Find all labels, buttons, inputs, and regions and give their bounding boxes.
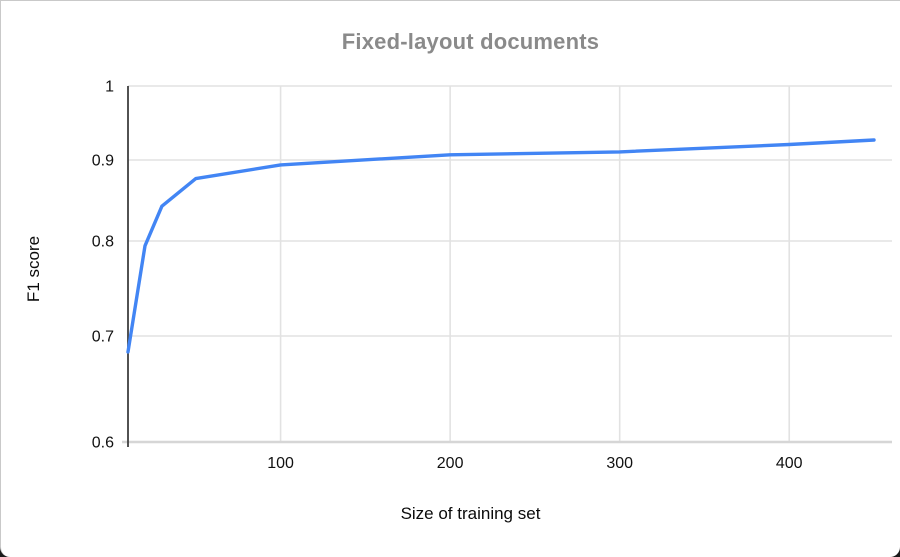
x-axis-title: Size of training set: [400, 504, 541, 523]
data-series: [126, 138, 876, 354]
y-tick-label: 0.9: [92, 153, 114, 170]
x-tick-labels: 100 200 300 400: [267, 455, 802, 472]
x-tick-label: 100: [267, 455, 294, 472]
series-line: [126, 138, 876, 354]
x-tick-label: 200: [437, 455, 464, 472]
y-tick-labels: 1 0.9 0.8 0.7 0.6: [92, 79, 114, 452]
x-tick-label: 400: [776, 455, 803, 472]
axis-lines: [122, 86, 892, 447]
y-tick-label: 0.6: [92, 435, 114, 452]
y-tick-label: 0.7: [92, 329, 114, 346]
chart-title: Fixed-layout documents: [341, 29, 600, 54]
gridlines: [128, 85, 892, 442]
x-tick-label: 300: [606, 455, 633, 472]
y-tick-label: 0.8: [92, 234, 114, 251]
y-tick-label: 1: [105, 79, 114, 96]
